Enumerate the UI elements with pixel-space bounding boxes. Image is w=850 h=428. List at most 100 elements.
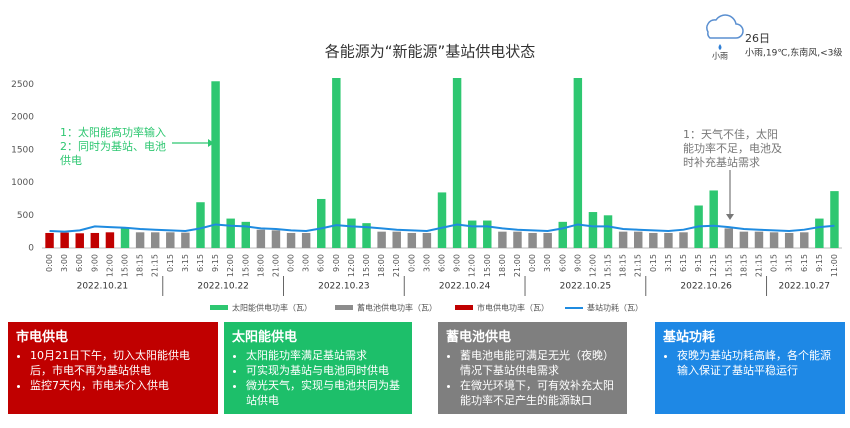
x-tick-label: 12:00 — [226, 254, 235, 277]
x-tick-label: 18:15 — [739, 254, 748, 277]
bar — [362, 223, 371, 248]
x-tick-label: 12:00 — [347, 254, 356, 277]
bar — [709, 190, 718, 248]
bar — [467, 220, 477, 248]
chart-title: 各能源为“新能源”基站供电状态 — [325, 43, 536, 61]
x-tick-label: 15:00 — [362, 254, 371, 277]
x-tick-label: 3:15 — [664, 254, 673, 272]
bar — [483, 220, 492, 248]
bar — [166, 232, 175, 248]
card-item: 夜晚为基站功耗高峰，各个能源输入保证了基站平稳运行 — [677, 348, 837, 378]
date-label: 2022.10.21 — [77, 282, 129, 292]
bar — [75, 233, 84, 248]
bar — [271, 230, 281, 248]
card-list: 蓄电池电能可满足无光（夜晚）情况下基站供电需求在微光环境下，可有效补充太阳能功率… — [446, 348, 619, 408]
date-label: 2022.10.22 — [197, 282, 249, 292]
y-tick-label: 0 — [28, 244, 34, 254]
bar — [664, 232, 673, 248]
bar — [347, 218, 356, 248]
bar — [437, 192, 447, 248]
date-label: 2022.10.24 — [439, 282, 491, 292]
card-item: 可实现为基站与电池同时供电 — [246, 363, 404, 378]
x-tick-label: 21:00 — [392, 254, 401, 277]
x-tick-label: 6:15 — [800, 254, 809, 272]
x-tick-label: 15:00 — [241, 254, 250, 277]
bar — [724, 228, 734, 248]
card-item: 微光天气，实现与电池共同为基站供电 — [246, 378, 404, 408]
x-tick-label: 9:15 — [694, 254, 703, 272]
y-tick-label: 2500 — [11, 80, 34, 90]
bar — [241, 221, 250, 248]
card-title: 基站功耗 — [663, 330, 716, 345]
y-tick-label: 2000 — [11, 113, 34, 123]
x-tick-label: 6:00 — [317, 254, 326, 272]
bar — [634, 231, 643, 248]
bar — [181, 232, 190, 248]
bar — [679, 232, 688, 248]
x-tick-label: 6:15 — [196, 254, 205, 272]
bar — [754, 231, 764, 248]
x-tick-label: 0:15 — [649, 254, 658, 272]
x-tick-label: 15:00 — [483, 254, 492, 277]
bar — [498, 231, 507, 248]
x-tick-label: 3:15 — [181, 254, 190, 272]
info-card: 蓄电池供电蓄电池电能可满足无光（夜晚）情况下基站供电需求在微光环境下，可有效补充… — [438, 322, 627, 414]
bar — [377, 231, 386, 248]
legend-label: 市电供电功率（瓦） — [477, 303, 549, 313]
x-tick-label: 9:00 — [453, 254, 462, 272]
x-tick-label: 15:15 — [724, 254, 733, 277]
bar — [739, 231, 749, 248]
x-tick-label: 18:00 — [377, 254, 386, 277]
x-tick-label: 12:00 — [588, 254, 597, 277]
bar — [196, 202, 205, 248]
x-tick-label: 18:00 — [498, 254, 507, 277]
annotation: 能功率不足，电池及 — [683, 141, 782, 155]
x-tick-label: 21:00 — [271, 254, 280, 277]
legend-label: 太阳能供电功率（瓦） — [232, 303, 312, 313]
x-tick-label: 3:00 — [422, 254, 431, 272]
x-tick-label: 18:15 — [136, 254, 145, 277]
x-tick-label: 6:00 — [558, 254, 567, 272]
x-tick-label: 6:15 — [679, 254, 688, 272]
bar — [452, 78, 462, 248]
x-tick-label: 9:00 — [573, 254, 582, 272]
bar — [603, 215, 613, 248]
bar — [120, 228, 130, 248]
bar — [407, 232, 417, 248]
info-card: 太阳能供电太阳能功率满足基站需求可实现为基站与电池同时供电微光天气，实现与电池共… — [224, 322, 412, 414]
card-title: 市电供电 — [16, 330, 69, 345]
x-tick-label: 3:00 — [60, 254, 69, 272]
bar — [769, 232, 779, 248]
info-card: 基站功耗夜晚为基站功耗高峰，各个能源输入保证了基站平稳运行 — [655, 322, 845, 414]
y-tick-label: 500 — [17, 211, 34, 221]
x-tick-label: 21:00 — [513, 254, 522, 277]
x-tick-label: 12:15 — [709, 254, 718, 277]
bar — [649, 232, 658, 248]
y-tick-label: 1500 — [11, 145, 34, 155]
bar — [301, 232, 311, 248]
bar — [60, 232, 69, 248]
x-tick-label: 12:00 — [468, 254, 477, 277]
card-title: 太阳能供电 — [232, 330, 298, 345]
x-tick-label: 15:15 — [604, 254, 613, 277]
bar — [800, 232, 809, 248]
bar — [332, 78, 341, 248]
bar — [392, 231, 401, 248]
annotation: 供电 — [60, 153, 82, 167]
card-list: 10月21日下午，切入太阳能供电后，市电不再为基站供电监控7天内，市电未介入供电 — [16, 348, 210, 393]
bar — [815, 218, 824, 248]
bar — [286, 232, 296, 248]
x-tick-label: 0:00 — [45, 254, 54, 272]
legend-swatch — [455, 305, 473, 310]
x-tick-label: 0:00 — [287, 254, 296, 272]
annotation-arrowhead — [208, 139, 214, 147]
x-tick-label: 15:00 — [121, 254, 130, 277]
x-tick-label: 6:00 — [75, 254, 84, 272]
info-card: 市电供电 10月21日下午，切入太阳能供电后，市电不再为基站供电监控7天内，市电未… — [8, 322, 218, 414]
bar — [226, 218, 235, 248]
x-tick-label: 21:15 — [634, 254, 643, 277]
legend-label: 蓄电池供电功率（瓦） — [357, 303, 437, 313]
x-tick-label: 9:00 — [90, 254, 99, 272]
bar — [105, 232, 115, 248]
weather-icon — [706, 14, 744, 50]
